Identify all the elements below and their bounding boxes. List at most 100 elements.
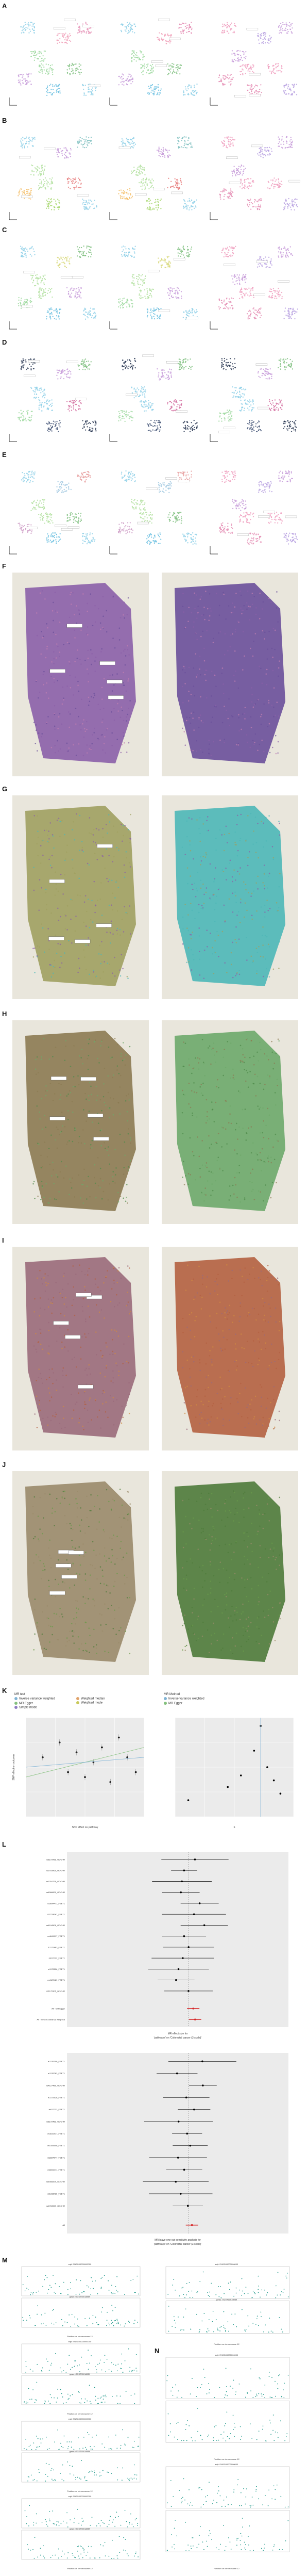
umap-point bbox=[141, 386, 143, 388]
cluster-label bbox=[226, 156, 238, 159]
umap-point bbox=[50, 515, 52, 517]
umap-point bbox=[273, 187, 275, 189]
umap-point bbox=[224, 193, 226, 195]
umap-point bbox=[269, 297, 271, 298]
umap-point bbox=[26, 189, 28, 190]
umap-point bbox=[136, 56, 138, 58]
umap-point bbox=[70, 288, 72, 290]
umap-point bbox=[219, 307, 221, 308]
umap-point bbox=[150, 91, 152, 93]
umap-point bbox=[121, 195, 123, 197]
umap-point bbox=[126, 480, 128, 481]
umap-point bbox=[79, 252, 80, 254]
umap-point bbox=[239, 284, 241, 285]
umap-point bbox=[264, 147, 266, 149]
umap-point bbox=[62, 36, 64, 37]
umap-point bbox=[51, 430, 53, 432]
umap-point bbox=[142, 74, 144, 75]
umap-point bbox=[130, 138, 131, 140]
umap-point bbox=[249, 399, 250, 401]
umap-point bbox=[187, 200, 189, 202]
umap-point bbox=[270, 179, 272, 181]
umap-point bbox=[179, 361, 181, 362]
umap-point bbox=[73, 406, 74, 408]
umap-point bbox=[22, 479, 24, 481]
umap-point bbox=[136, 275, 138, 278]
umap-point bbox=[131, 195, 133, 197]
umap-point bbox=[136, 503, 138, 504]
umap-point bbox=[72, 289, 74, 291]
umap-point bbox=[83, 207, 85, 209]
umap-point bbox=[24, 29, 26, 31]
umap-point bbox=[22, 29, 24, 30]
umap-point bbox=[160, 491, 161, 492]
umap-point bbox=[75, 63, 77, 65]
umap-point bbox=[173, 403, 174, 405]
umap-point bbox=[26, 23, 28, 25]
umap-point bbox=[25, 301, 27, 302]
umap-point bbox=[180, 184, 182, 185]
umap-point bbox=[158, 89, 160, 91]
umap-point bbox=[146, 316, 148, 318]
umap-point bbox=[183, 207, 184, 209]
umap-point bbox=[36, 502, 37, 503]
umap-point bbox=[226, 362, 228, 364]
umap-point bbox=[121, 31, 123, 32]
umap-point bbox=[160, 208, 162, 209]
umap-point bbox=[227, 252, 229, 253]
umap-point bbox=[80, 64, 82, 66]
umap-point bbox=[252, 289, 254, 291]
umap-point bbox=[31, 25, 33, 27]
umap-point bbox=[32, 51, 35, 53]
umap-point bbox=[131, 364, 133, 366]
umap-point bbox=[250, 182, 251, 184]
umap-point bbox=[74, 63, 76, 65]
umap-point bbox=[243, 57, 245, 59]
umap-point bbox=[138, 389, 140, 390]
umap-point bbox=[241, 291, 243, 292]
umap-point bbox=[49, 178, 51, 180]
cluster-label bbox=[158, 309, 170, 312]
umap-point bbox=[162, 374, 164, 376]
umap-point bbox=[147, 92, 148, 94]
umap-point bbox=[50, 425, 52, 427]
umap-point bbox=[146, 200, 148, 202]
umap-point bbox=[78, 26, 79, 28]
umap-point bbox=[131, 78, 132, 80]
umap-point bbox=[123, 363, 125, 364]
umap-point bbox=[274, 291, 276, 293]
umap-point bbox=[55, 428, 57, 430]
umap-point bbox=[44, 523, 46, 524]
umap-point bbox=[271, 151, 273, 152]
umap-point bbox=[149, 312, 151, 314]
umap-point bbox=[59, 92, 61, 94]
umap-point bbox=[248, 287, 250, 289]
umap-plot bbox=[9, 358, 97, 442]
umap-point bbox=[193, 85, 195, 86]
umap-point bbox=[260, 150, 262, 152]
umap-point bbox=[50, 429, 52, 430]
umap-point bbox=[131, 498, 133, 500]
umap-point bbox=[244, 399, 246, 401]
umap-point bbox=[51, 205, 53, 206]
umap-point bbox=[187, 144, 189, 145]
umap-point bbox=[276, 179, 277, 181]
umap-point bbox=[179, 367, 181, 369]
umap-point bbox=[31, 277, 33, 279]
umap-point bbox=[22, 253, 23, 255]
umap-point bbox=[87, 29, 89, 31]
umap-point bbox=[237, 174, 239, 175]
umap-point bbox=[89, 206, 91, 207]
umap-point bbox=[43, 508, 45, 509]
umap-point bbox=[58, 424, 60, 426]
umap-point bbox=[23, 367, 24, 369]
umap-point bbox=[176, 401, 178, 403]
umap-point bbox=[126, 479, 128, 480]
umap-point bbox=[28, 471, 30, 473]
umap-point bbox=[225, 75, 227, 77]
umap-point bbox=[221, 26, 224, 27]
umap-point bbox=[135, 54, 136, 56]
umap-point bbox=[291, 202, 293, 204]
umap-point bbox=[162, 40, 164, 41]
umap-point bbox=[54, 209, 55, 210]
